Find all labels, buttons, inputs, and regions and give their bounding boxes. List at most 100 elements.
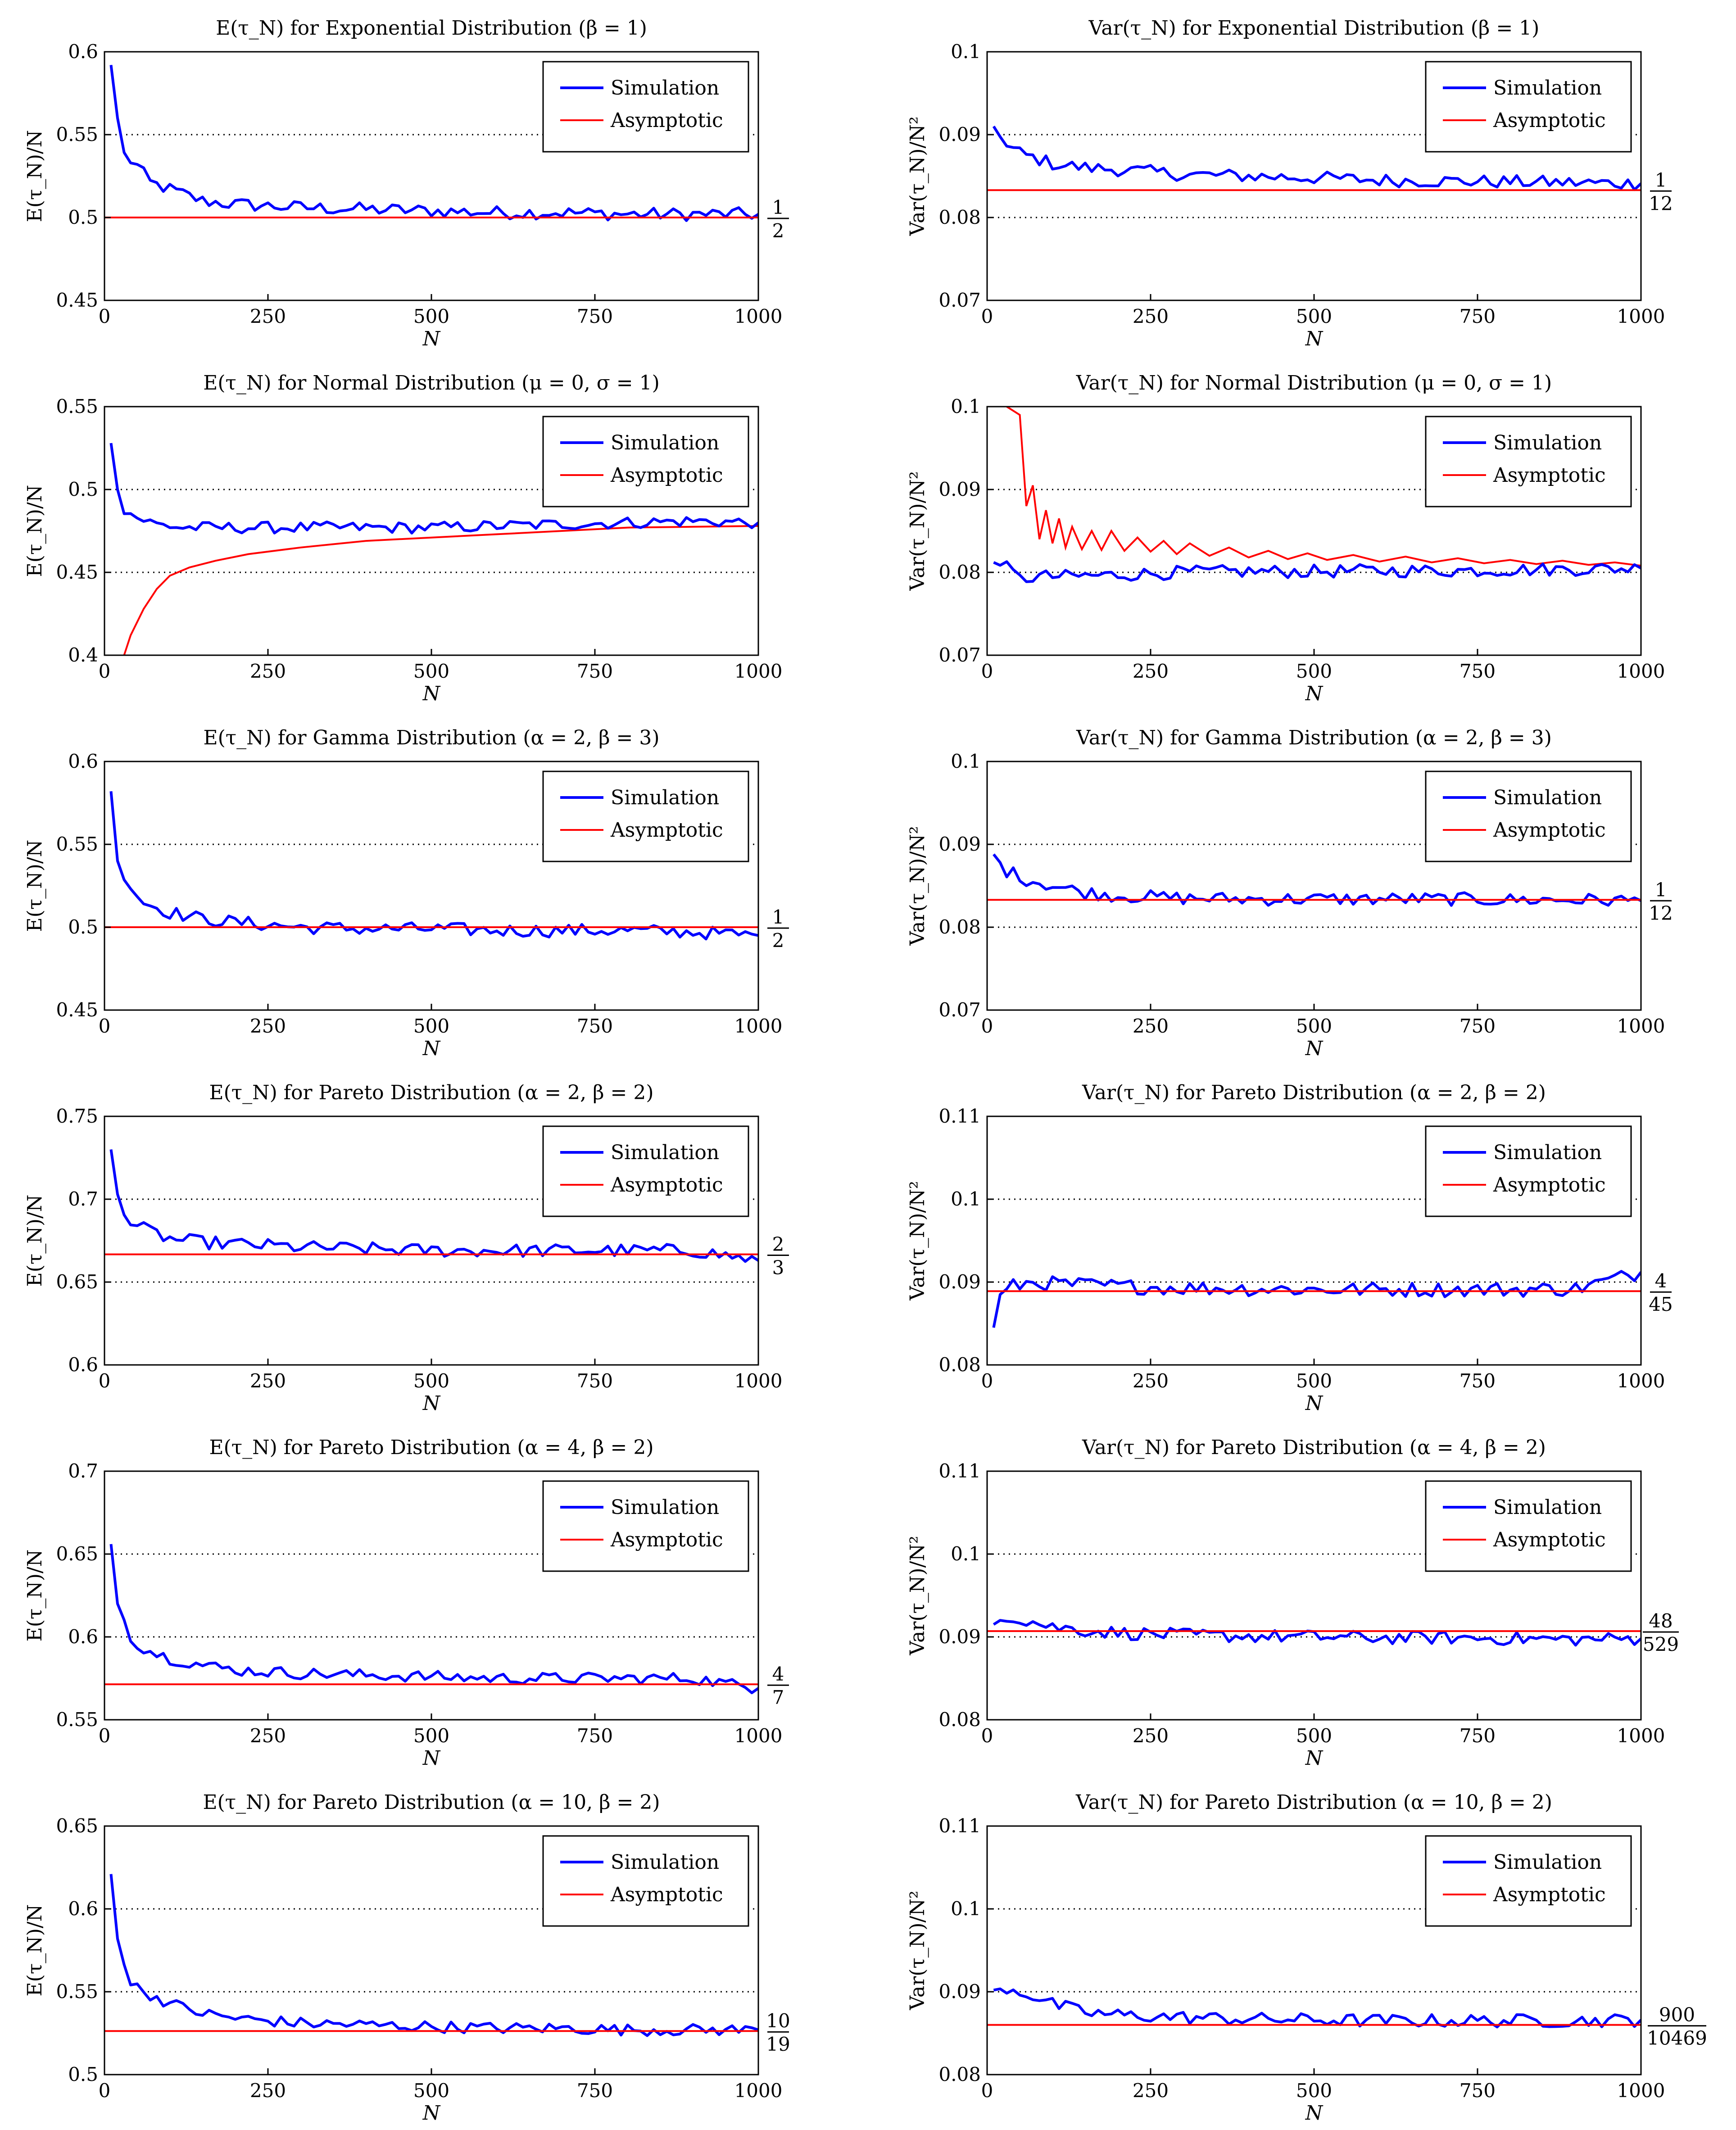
legend-asymptotic-label: Asymptotic [1493,1883,1606,1906]
legend-asymptotic-label: Asymptotic [1493,1174,1606,1196]
x-tick-label: 0 [99,660,111,682]
y-tick-label: 0.55 [56,1709,98,1731]
asymptote-fraction-denominator: 10469 [1647,2027,1707,2049]
x-tick-label: 750 [1460,660,1496,682]
y-tick-label: 0.1 [951,395,981,417]
y-tick-label: 0.09 [938,478,981,500]
simulation-line [992,126,1641,191]
y-tick-label: 0.65 [56,1815,98,1837]
x-tick-label: 1000 [1617,660,1665,682]
y-tick-label: 0.1 [951,750,981,772]
legend: Simulation Asymptotic [1425,61,1632,153]
x-tick-label: 0 [99,1370,111,1392]
y-tick-label: 0.65 [56,1543,98,1565]
asymptote-fraction-numerator: 900 [1659,2004,1695,2026]
x-axis-label: N [1305,1037,1324,1060]
simulation-line [109,1149,758,1263]
chart-title: E(τ_N) for Pareto Distribution (α = 2, β… [209,1081,653,1104]
x-tick-label: 250 [1133,1015,1169,1037]
chart-panel-11: Var(τ_N) for Pareto Distribution (α = 10… [906,1791,1707,2125]
y-tick-label: 0.6 [68,1626,98,1648]
x-tick-label: 500 [413,1725,449,1747]
legend-simulation-label: Simulation [611,431,719,454]
legend-simulation-label: Simulation [1493,1496,1602,1519]
y-tick-label: 0.1 [951,1188,981,1210]
y-tick-label: 0.5 [68,2063,98,2085]
x-axis-label: N [422,682,441,705]
y-axis-label: Var(τ_N)/N² [906,116,929,236]
x-tick-label: 1000 [1617,305,1665,327]
x-tick-label: 750 [577,1370,613,1392]
x-tick-label: 500 [1296,2080,1332,2102]
chart-title: E(τ_N) for Pareto Distribution (α = 4, β… [209,1436,653,1459]
asymptote-fraction-numerator: 1 [1655,169,1667,191]
x-axis-label: N [1305,682,1324,705]
y-tick-label: 0.08 [938,561,981,583]
asymptotic-line [1006,407,1641,567]
simulation-line [109,443,758,535]
legend-asymptotic-label: Asymptotic [610,109,723,132]
chart-panel-0: E(τ_N) for Exponential Distribution (β =… [23,17,789,350]
chart-panel-9: Var(τ_N) for Pareto Distribution (α = 4,… [906,1436,1679,1770]
legend-simulation-label: Simulation [1493,431,1602,454]
y-tick-label: 0.08 [938,916,981,938]
y-axis-label: E(τ_N)/N [23,840,46,932]
legend-simulation-label: Simulation [1493,77,1602,100]
legend-box [542,416,749,508]
y-tick-label: 0.6 [68,1898,98,1920]
y-tick-label: 0.55 [56,833,98,855]
y-tick-label: 0.1 [951,41,981,63]
asymptote-fraction-numerator: 10 [766,2010,790,2032]
y-tick-label: 0.08 [938,206,981,228]
legend-box [1425,416,1632,508]
legend: Simulation Asymptotic [542,1835,749,1927]
x-axis-label: N [1305,2102,1324,2125]
asymptote-fraction-denominator: 19 [766,2033,790,2055]
simulation-line [993,560,1641,583]
y-tick-label: 0.09 [938,1271,981,1293]
asymptote-fraction-denominator: 3 [772,1257,784,1279]
asymptotic-line [123,525,758,655]
x-tick-label: 1000 [734,1015,783,1037]
x-tick-label: 0 [981,1370,993,1392]
chart-panel-5: Var(τ_N) for Gamma Distribution (α = 2, … [906,726,1673,1060]
y-tick-label: 0.07 [938,644,981,666]
y-tick-label: 0.1 [951,1543,981,1565]
y-tick-label: 0.4 [68,644,98,666]
x-tick-label: 250 [1133,305,1169,327]
x-tick-label: 250 [250,305,286,327]
simulation-line [993,1619,1641,1647]
legend: Simulation Asymptotic [542,1480,749,1572]
legend: Simulation Asymptotic [1425,1835,1632,1927]
legend-asymptotic-label: Asymptotic [1493,464,1606,487]
x-tick-label: 250 [250,1370,286,1392]
y-tick-label: 0.5 [68,478,98,500]
y-tick-label: 0.6 [68,1354,98,1376]
x-tick-label: 1000 [1617,1725,1665,1747]
chart-title: Var(τ_N) for Gamma Distribution (α = 2, … [1076,726,1552,749]
legend-simulation-label: Simulation [611,786,719,809]
x-tick-label: 500 [413,2080,449,2102]
asymptote-fraction-denominator: 2 [772,929,784,952]
x-axis-label: N [1305,1747,1324,1770]
y-tick-label: 0.55 [56,395,98,417]
x-axis-label: N [1305,1392,1324,1415]
x-axis-label: N [422,1037,441,1060]
legend-asymptotic-label: Asymptotic [1493,109,1606,132]
legend-simulation-label: Simulation [611,1141,719,1164]
x-tick-label: 500 [1296,1015,1332,1037]
y-tick-label: 0.08 [938,2063,981,2085]
y-tick-label: 0.11 [938,1105,981,1127]
y-tick-label: 0.7 [68,1188,98,1210]
legend-box [542,770,749,862]
x-tick-label: 0 [981,1725,993,1747]
x-tick-label: 750 [1460,1725,1496,1747]
chart-title: E(τ_N) for Pareto Distribution (α = 10, … [203,1791,660,1814]
legend: Simulation Asymptotic [1425,1125,1632,1217]
x-tick-label: 750 [1460,2080,1496,2102]
chart-panel-1: Var(τ_N) for Exponential Distribution (β… [906,17,1673,350]
y-axis-label: Var(τ_N)/N² [906,1890,929,2010]
chart-title: E(τ_N) for Exponential Distribution (β =… [216,17,647,40]
x-tick-label: 250 [1133,1725,1169,1747]
